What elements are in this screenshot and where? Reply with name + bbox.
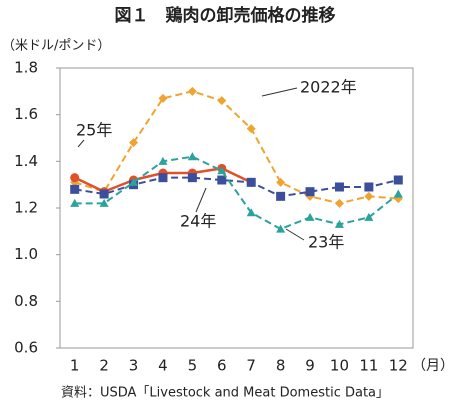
data-point (276, 177, 286, 187)
data-point (99, 189, 109, 199)
data-point (158, 93, 168, 103)
data-point (187, 86, 197, 96)
data-point (334, 219, 344, 228)
data-point (217, 96, 227, 106)
data-point (305, 212, 315, 221)
data-point (70, 173, 80, 183)
data-point (276, 224, 286, 233)
x-tick-label: 6 (217, 357, 227, 375)
data-point (99, 198, 109, 207)
x-axis-label: （月） (412, 358, 450, 374)
data-point (364, 182, 374, 192)
data-point (70, 184, 80, 194)
label-leader (285, 228, 305, 241)
data-point (187, 173, 197, 183)
data-point (246, 124, 256, 134)
series-label: 24年 (180, 212, 216, 231)
data-point (246, 177, 256, 187)
label-leader (77, 139, 85, 148)
data-point (393, 175, 403, 185)
data-point (217, 166, 227, 175)
y-axis-label: （米ドル/ポンド） (2, 39, 110, 54)
y-tick-label: 1.4 (14, 152, 38, 170)
y-tick-label: 1.2 (14, 199, 38, 217)
series-label: 25年 (76, 121, 112, 140)
chart-title: 図１ 鶏肉の卸売価格の推移 (115, 5, 336, 26)
source-note: 資料：USDA「Livestock and Meat Domestic Data… (61, 386, 389, 401)
x-tick-label: 10 (330, 357, 349, 375)
data-point (129, 138, 139, 148)
plot-frame (59, 67, 414, 349)
x-tick-label: 1 (70, 357, 80, 375)
data-point (70, 198, 80, 207)
data-point (364, 212, 374, 221)
x-tick-label: 12 (389, 357, 408, 375)
series-label: 23年 (308, 233, 344, 252)
y-tick-label: 1.0 (14, 245, 38, 263)
series-line (74, 155, 399, 231)
data-point (129, 177, 139, 186)
label-leader (195, 187, 207, 213)
data-point (246, 208, 256, 217)
series-label: 2022年 (300, 78, 357, 97)
y-tick-label: 1.6 (14, 105, 38, 123)
x-tick-label: 8 (276, 357, 286, 375)
y-tick-label: 1.8 (14, 59, 38, 77)
x-tick-label: 7 (246, 357, 256, 375)
x-tick-label: 5 (188, 357, 198, 375)
x-tick-label: 2 (99, 357, 109, 375)
data-point (276, 191, 286, 201)
data-point (334, 182, 344, 192)
y-tick-label: 0.8 (14, 292, 38, 310)
x-tick-label: 3 (129, 357, 139, 375)
x-tick-label: 11 (359, 357, 378, 375)
x-tick-label: 4 (158, 357, 168, 375)
y-tick-label: 0.6 (14, 339, 38, 357)
data-point (364, 191, 374, 201)
data-point (158, 173, 168, 183)
data-point (187, 152, 197, 161)
data-point (334, 198, 344, 208)
data-point (158, 156, 168, 165)
label-leader (261, 87, 298, 97)
data-point (305, 187, 315, 197)
data-point (217, 175, 227, 185)
series-line (74, 90, 399, 205)
data-point (393, 189, 403, 198)
x-tick-label: 9 (305, 357, 315, 375)
series-line (74, 176, 399, 198)
